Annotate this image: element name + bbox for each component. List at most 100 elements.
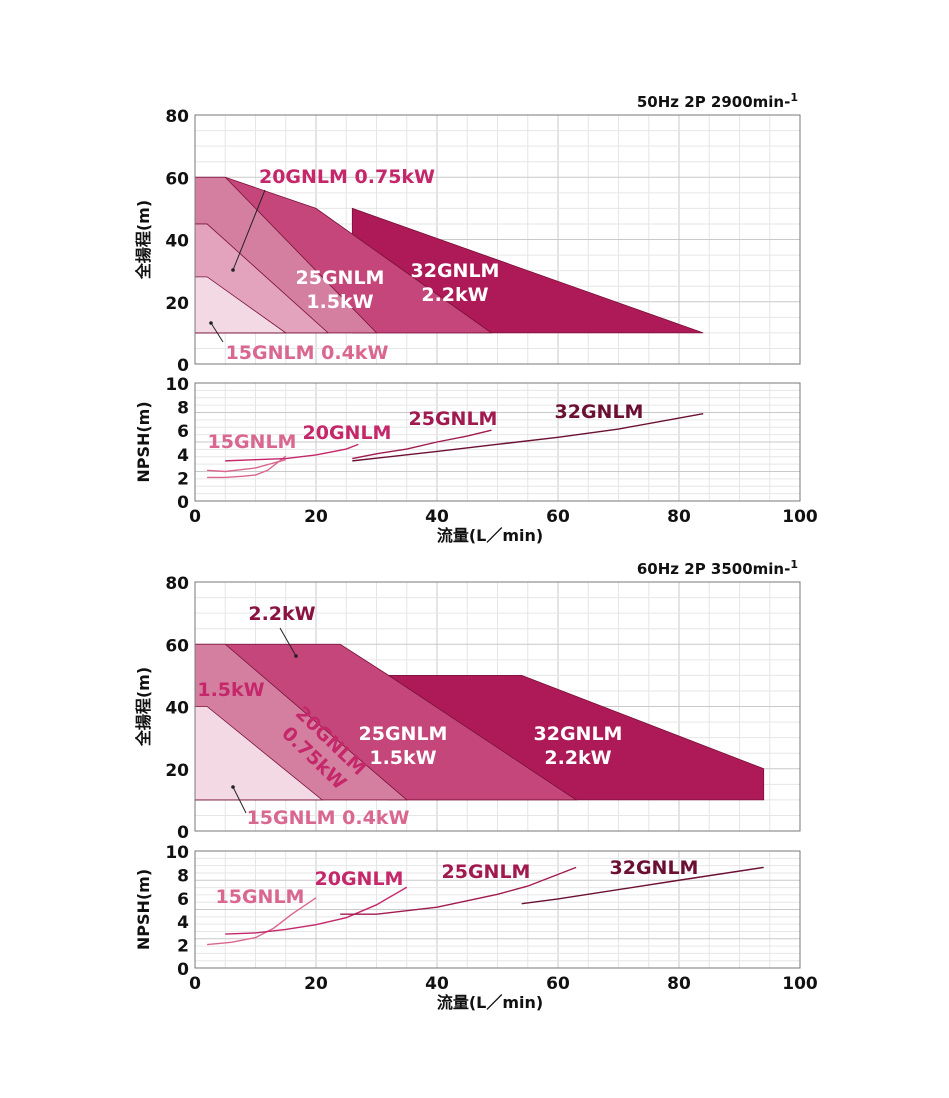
series-label-line: 25GNLM [409,408,498,430]
leader-line [210,322,224,343]
y-tick-label: 0 [177,960,189,980]
y-tick-label: 4 [177,446,189,466]
series-label: 15GNLM 0.4kW [226,342,389,364]
x-tick-label: 100 [782,974,818,994]
leader-dot [231,268,235,272]
operating-condition-label: 60Hz 2P 3500min-1 [637,558,798,578]
y-axis-label: NPSH(m) [134,869,153,950]
npsh-line-25gnlm [352,429,492,460]
x-tick-label: 20 [304,507,328,527]
series-label: 25GNLM 1.5kW [359,723,448,769]
y-tick-label: 6 [177,422,189,442]
series-label: 32GNLM 2.2kW [534,723,623,769]
y-tick-label: 40 [165,232,189,252]
series-label-line: 20GNLM [303,422,392,444]
condition-sup: 1 [790,558,798,571]
y-tick-label: 20 [165,761,189,781]
series-label: 20GNLM 0.75kW [259,166,435,188]
npsh-line-25gnlm [340,866,577,915]
series-label-line: 1.5kW [369,747,436,769]
plot-frame [194,850,801,969]
series-label: 25GNLM 1.5kW [296,267,385,313]
leader-dot [294,654,298,658]
series-label-line: 15GNLM 0.4kW [226,342,389,364]
series-label-line: 2.2kW [544,747,611,769]
npsh-line-15gnlm-b [207,459,286,473]
series-label-line: 25GNLM [296,267,385,289]
y-tick-label: 8 [177,866,189,886]
x-tick-label: 60 [546,507,570,527]
series-label-line: 25GNLM [359,723,448,745]
operating-condition-label: 50Hz 2P 2900min-1 [637,91,798,111]
x-axis-label: 流量(L／min) [437,526,543,545]
y-tick-label: 10 [165,375,189,395]
series-label-line: 15GNLM [208,431,297,453]
y-tick-label: 0 [177,823,189,843]
series-label-line: 15GNLM [216,886,305,908]
series-label: 15GNLM 0.4kW [247,807,410,829]
npsh-line-20gnlm [225,443,359,462]
leader-line [279,627,297,657]
x-tick-label: 0 [189,974,201,994]
y-tick-label: 2 [177,469,189,489]
x-tick-label: 40 [425,507,449,527]
series-label: 2.2kW [248,603,315,625]
x-tick-label: 80 [667,507,691,527]
series-label-line: 15GNLM 0.4kW [247,807,410,829]
series-label: 15GNLM [216,886,305,908]
y-tick-label: 0 [177,356,189,376]
series-label-line: 2.2kW [421,284,488,306]
leader-line [232,786,247,814]
series-label-line: 25GNLM [442,861,531,883]
series-label-line: 1.5kW [197,679,264,701]
y-tick-label: 2 [177,937,189,957]
npsh-line-32gnlm [352,412,704,462]
y-axis-label: 全揚程(m) [134,200,153,280]
chart-panel-1: 0 20 40 60 80 全揚程(m) 50Hz 2P 2900min-1 20GNLM 0… [134,91,801,376]
series-label: 25GNLM [409,408,498,430]
condition-sup: 1 [790,91,798,104]
y-tick-label: 60 [165,169,189,189]
series-label-line: 32GNLM [610,857,699,879]
x-tick-label: 80 [667,974,691,994]
x-axis-label: 流量(L／min) [437,993,543,1012]
npsh-line-15gnlm [207,897,317,946]
x-tick-label: 0 [189,507,201,527]
y-axis-label: 全揚程(m) [134,667,153,747]
y-tick-label: 8 [177,399,189,419]
series-label: 32GNLM [610,857,699,879]
y-tick-label: 20 [165,294,189,314]
plot-frame [194,114,801,365]
y-tick-label: 40 [165,699,189,719]
series-label-line: 20GNLM 0.75kW [259,166,435,188]
series-label-line: 32GNLM [534,723,623,745]
x-tick-label: 40 [425,974,449,994]
npsh-line-20gnlm [225,886,408,935]
condition-main: 60Hz 2P 3500min- [637,560,790,578]
x-tick-label: 60 [546,974,570,994]
y-tick-label: 4 [177,913,189,933]
y-tick-label: 80 [165,574,189,594]
y-tick-label: 10 [165,843,189,863]
series-label-line: 2.2kW [248,603,315,625]
series-label: 15GNLM [208,431,297,453]
series-label: 20GNLM [315,868,404,890]
plot-frame [194,581,801,832]
chart-panel-3: 0 20 40 60 80 全揚程(m) 60Hz 2P 3500min-1 2.2kW 1.5… [134,558,801,843]
y-tick-label: 80 [165,107,189,127]
series-label-line: 32GNLM [555,401,644,423]
series-label: 1.5kW [197,679,264,701]
x-tick-label: 100 [782,507,818,527]
y-axis-label: NPSH(m) [134,401,153,482]
plot-frame [194,382,801,502]
series-label-line: 1.5kW [306,291,373,313]
x-tick-label: 20 [304,974,328,994]
leader-dot [231,785,235,789]
condition-main: 50Hz 2P 2900min- [637,93,790,111]
y-tick-label: 6 [177,890,189,910]
y-tick-label: 0 [177,493,189,513]
y-tick-label: 60 [165,636,189,656]
